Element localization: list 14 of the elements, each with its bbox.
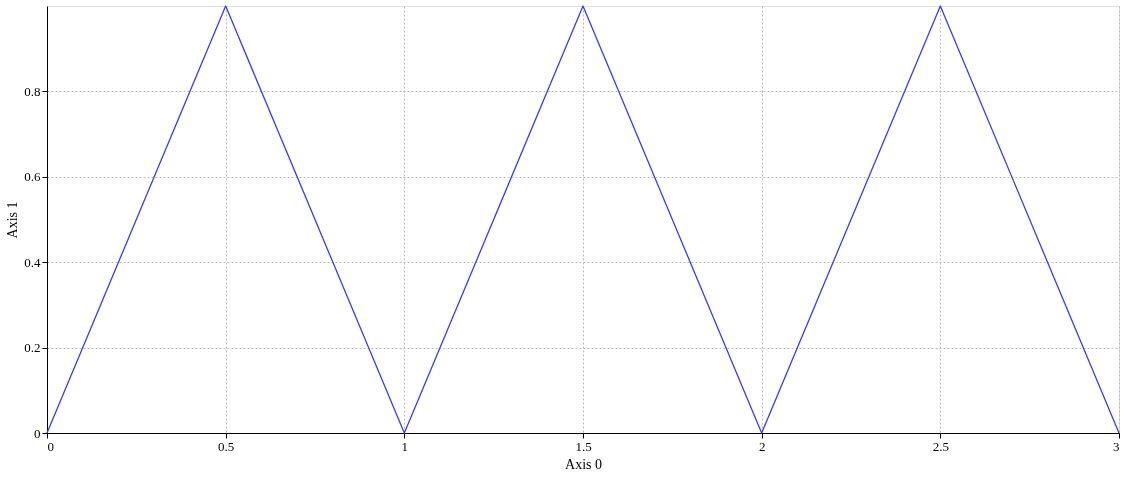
y-tick-label: 0.6 xyxy=(24,169,41,185)
y-tick-label: 0.4 xyxy=(24,254,41,270)
y-tick-label: 0.8 xyxy=(24,83,41,99)
x-tick-label: 1 xyxy=(401,438,409,454)
x-tick-label: 0 xyxy=(47,438,54,454)
x-axis-title: Axis 0 xyxy=(565,456,602,472)
x-tick-label: 0.5 xyxy=(218,438,235,454)
x-tick-label: 3 xyxy=(1113,438,1120,454)
y-tick-label: 0 xyxy=(34,425,41,441)
y-axis-title: Axis 1 xyxy=(5,201,21,239)
y-tick-label: 0.2 xyxy=(24,340,41,356)
x-tick-label: 2.5 xyxy=(932,438,949,454)
x-tick-label: 2 xyxy=(758,438,766,454)
x-tick-label: 1.5 xyxy=(575,438,592,454)
